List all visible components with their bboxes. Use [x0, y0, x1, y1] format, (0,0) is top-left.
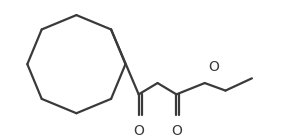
Text: O: O [209, 60, 220, 74]
Text: O: O [171, 124, 182, 138]
Text: O: O [133, 124, 144, 138]
